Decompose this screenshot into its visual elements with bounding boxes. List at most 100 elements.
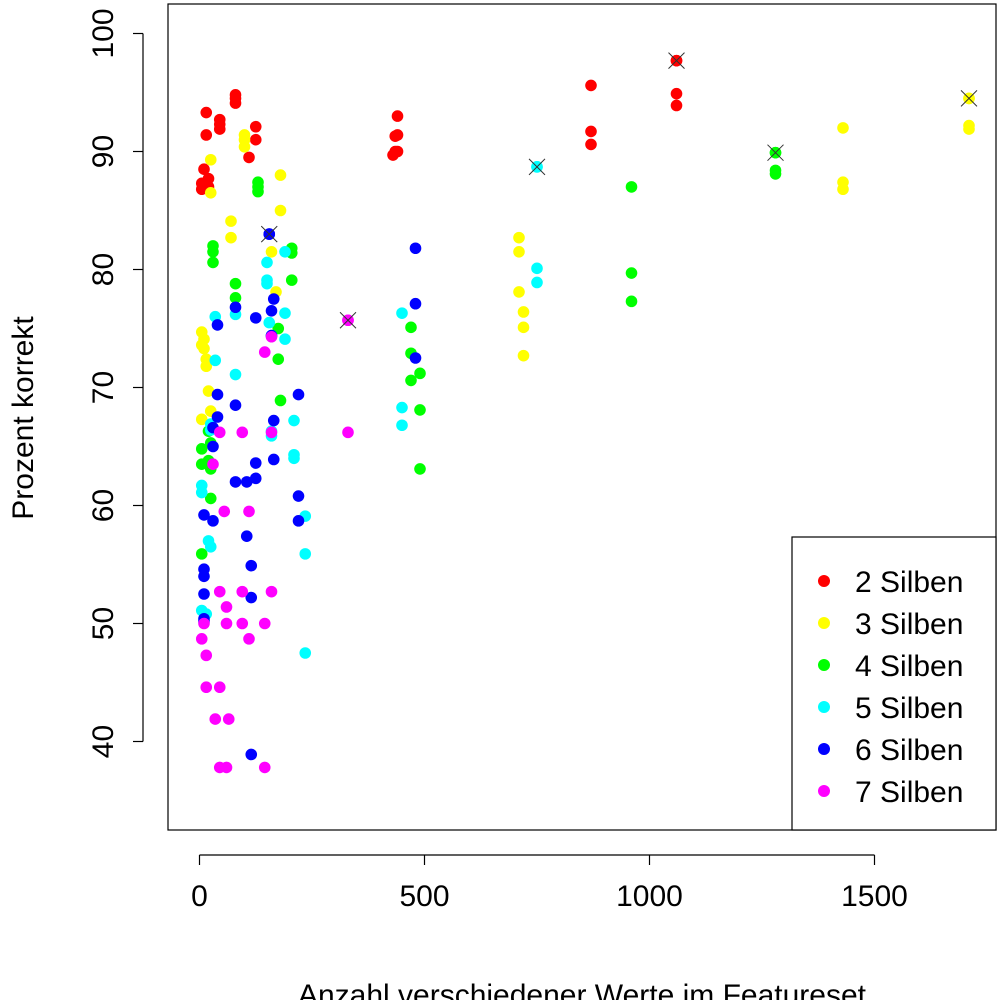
data-point xyxy=(405,374,417,387)
data-point xyxy=(285,274,298,286)
data-point xyxy=(517,321,530,334)
data-point xyxy=(261,256,273,269)
cross-marker xyxy=(528,158,546,176)
data-point xyxy=(279,307,291,319)
data-point xyxy=(267,453,280,466)
data-point xyxy=(837,183,849,196)
data-point xyxy=(249,472,262,485)
cross-marker xyxy=(767,144,784,162)
data-point xyxy=(391,129,404,141)
legend-label: 7 Silben xyxy=(855,776,963,809)
data-point xyxy=(769,168,782,180)
legend-marker xyxy=(818,659,830,671)
data-point xyxy=(265,426,278,439)
legend-label: 2 Silben xyxy=(855,566,963,599)
data-point xyxy=(963,123,975,135)
y-axis-title: Prozent korrekt xyxy=(7,316,40,520)
data-point xyxy=(200,649,213,662)
data-point xyxy=(265,305,278,317)
data-point xyxy=(585,125,597,138)
data-point xyxy=(391,110,404,122)
data-point xyxy=(837,122,849,134)
data-points xyxy=(195,52,978,774)
data-point xyxy=(198,570,210,583)
data-point xyxy=(240,530,253,542)
legend-marker xyxy=(818,785,830,797)
legend-marker xyxy=(818,617,830,629)
data-point xyxy=(513,246,525,258)
data-point xyxy=(204,153,217,166)
data-point xyxy=(258,346,271,358)
cross-marker xyxy=(339,311,357,329)
data-point xyxy=(198,342,210,355)
cross-marker xyxy=(668,52,685,69)
data-point xyxy=(207,246,219,258)
legend-label: 4 Silben xyxy=(855,650,963,683)
plot-frame xyxy=(167,3,997,831)
y-tick-label: 100 xyxy=(87,8,120,58)
data-point xyxy=(211,319,224,331)
x-tick-label: 1000 xyxy=(616,880,683,913)
data-point xyxy=(220,601,233,613)
series-5-silben xyxy=(195,158,546,659)
y-tick-label: 80 xyxy=(87,253,120,286)
y-tick-label: 40 xyxy=(87,725,120,758)
cross-marker xyxy=(260,225,278,243)
data-point xyxy=(195,633,208,645)
legend-label: 5 Silben xyxy=(855,692,963,725)
data-point xyxy=(531,262,543,275)
data-point xyxy=(195,486,208,499)
data-point xyxy=(279,246,291,258)
data-point xyxy=(258,617,271,630)
data-point xyxy=(236,617,249,630)
data-point xyxy=(240,476,253,488)
data-point xyxy=(204,187,217,199)
data-point xyxy=(220,761,233,774)
data-point xyxy=(292,490,305,502)
data-point xyxy=(391,145,404,158)
series-2-silben xyxy=(195,52,685,196)
data-point xyxy=(202,385,215,397)
data-point xyxy=(198,163,210,175)
data-point xyxy=(229,97,242,109)
data-point xyxy=(198,509,210,521)
data-point xyxy=(513,231,525,244)
data-point xyxy=(209,713,222,725)
data-point xyxy=(274,394,287,407)
data-point xyxy=(585,138,597,151)
data-point xyxy=(409,297,422,310)
legend-label: 6 Silben xyxy=(855,734,963,767)
data-point xyxy=(213,426,226,439)
data-point xyxy=(198,333,210,345)
data-point xyxy=(200,681,213,694)
data-point xyxy=(198,588,210,600)
data-point xyxy=(243,633,255,645)
legend-marker xyxy=(818,743,830,755)
data-point xyxy=(207,515,219,527)
data-point xyxy=(245,559,258,572)
series-6-silben xyxy=(198,225,422,761)
legend-marker xyxy=(818,701,830,713)
data-point xyxy=(299,647,312,659)
series-4-silben xyxy=(195,144,784,560)
data-point xyxy=(225,215,237,227)
data-point xyxy=(517,349,530,362)
data-point xyxy=(207,256,219,269)
data-point xyxy=(265,585,278,598)
x-tick-label: 0 xyxy=(191,880,208,913)
data-point xyxy=(245,591,258,604)
data-point xyxy=(213,123,226,135)
data-point xyxy=(409,352,422,364)
data-point xyxy=(229,277,242,290)
data-point xyxy=(342,426,354,439)
data-point xyxy=(245,748,258,761)
y-tick-label: 50 xyxy=(87,607,120,640)
data-point xyxy=(198,617,210,630)
data-point xyxy=(249,133,262,146)
data-point xyxy=(207,458,219,471)
data-point xyxy=(200,129,213,141)
legend-label: 3 Silben xyxy=(855,608,963,641)
data-point xyxy=(211,411,224,423)
data-point xyxy=(229,301,242,314)
